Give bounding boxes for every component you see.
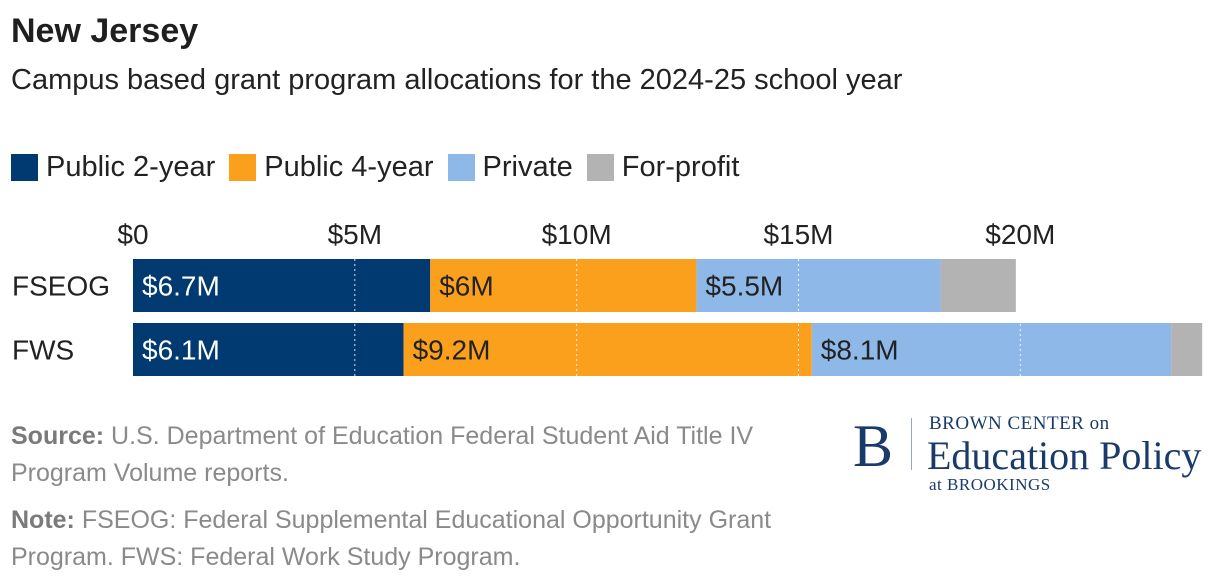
chart-title: New Jersey <box>11 12 199 50</box>
bar-fws-for-profit <box>1171 323 1203 376</box>
legend-label-public-4-year: Public 4-year <box>264 151 434 183</box>
bar-fseog-public-2-year <box>133 259 431 312</box>
legend: Public 2-year Public 4-year Private For-… <box>11 151 753 184</box>
bar-fseog-public-4-year <box>430 259 697 312</box>
legend-item-private: Private <box>447 151 573 184</box>
data-label: $6.1M <box>142 335 220 366</box>
bar-fws-public-4-year <box>403 323 812 376</box>
bar-chart: $0 $5M $10M $15M $20M FSEOG $6.7M $6M $5.5M FWS $6… <box>12 219 1203 376</box>
logo-letter: B <box>853 413 894 479</box>
data-label: $5.5M <box>705 271 783 302</box>
source-note: Source: U.S. Department of Education Fed… <box>11 418 811 492</box>
logo-line-2: Education Policy <box>927 433 1202 478</box>
x-tick-label: $5M <box>328 219 382 250</box>
legend-label-for-profit: For-profit <box>621 151 740 183</box>
legend-item-public-4-year: Public 4-year <box>229 151 434 184</box>
legend-label-public-2-year: Public 2-year <box>46 151 216 183</box>
legend-item-public-2-year: Public 2-year <box>11 151 215 184</box>
x-tick-label: $20M <box>985 219 1055 250</box>
logo-line-3: at BROOKINGS <box>929 475 1051 494</box>
note-text: FSEOG: Federal Supplemental Educational … <box>11 506 772 571</box>
logo-line-1: BROWN CENTER on <box>929 413 1110 434</box>
category-label-fws: FWS <box>12 335 74 366</box>
note: Note: FSEOG: Federal Supplemental Educat… <box>11 502 811 576</box>
bar-fws-private <box>811 323 1172 376</box>
bar-fws-public-2-year <box>133 323 404 376</box>
data-label: $8.1M <box>821 335 899 366</box>
data-label: $9.2M <box>413 335 491 366</box>
data-label: $6M <box>439 271 493 302</box>
bar-fseog-private <box>696 259 941 312</box>
x-tick-label: $0 <box>117 219 148 250</box>
legend-item-for-profit: For-profit <box>586 151 740 184</box>
data-label: $6.7M <box>142 271 220 302</box>
source-text: U.S. Department of Education Federal Stu… <box>11 422 754 487</box>
bar-fseog-for-profit <box>940 259 1016 312</box>
brown-center-logo: B BROWN CENTER on Education Policy at BR… <box>853 410 1213 500</box>
legend-swatch-private <box>447 154 475 181</box>
x-tick-label: $15M <box>763 219 833 250</box>
legend-swatch-public-4-year <box>229 154 257 181</box>
legend-swatch-public-2-year <box>11 154 38 181</box>
note-label: Note: <box>11 506 75 534</box>
x-tick-label: $10M <box>542 219 612 250</box>
legend-swatch-for-profit <box>586 154 614 181</box>
logo-divider <box>911 418 912 470</box>
chart-subtitle: Campus based grant program allocations f… <box>11 64 903 96</box>
source-label: Source: <box>11 422 105 450</box>
category-label-fseog: FSEOG <box>12 271 110 302</box>
legend-label-private: Private <box>482 151 573 183</box>
